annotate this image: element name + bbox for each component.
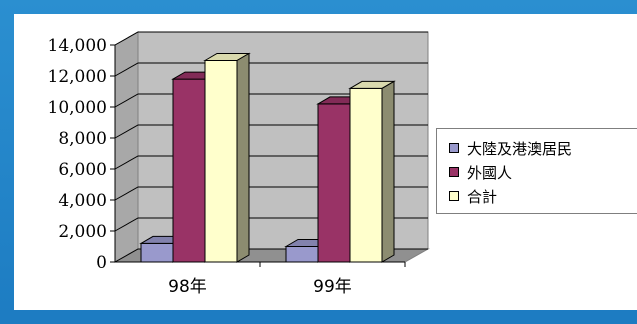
y-axis-ticks: 0 2,000 4,000 6,000 8,000 10,000 12,000 14,000 [48, 36, 405, 273]
bar-front [285, 246, 319, 263]
legend-item: 外國人 [449, 161, 512, 183]
y-tick-label: 2,000 [58, 222, 107, 242]
bar-front [204, 60, 238, 263]
x-category-label: 99年 [313, 277, 352, 297]
gridline [114, 62, 428, 77]
bar-front [317, 103, 351, 263]
legend-label: 合計 [467, 187, 498, 206]
y-tick-label: 4,000 [58, 191, 107, 211]
gridline [114, 93, 428, 108]
bar-front [140, 242, 174, 263]
y-tick-label: 0 [96, 253, 107, 273]
legend-label: 外國人 [467, 163, 513, 182]
bar-front [172, 78, 206, 263]
y-tick-label: 14,000 [48, 36, 107, 56]
legend-swatch [449, 167, 459, 177]
gridline [114, 31, 428, 46]
legend-item: 大陸及港澳居民 [449, 137, 572, 159]
legend-swatch [449, 191, 459, 201]
legend: 大陸及港澳居民 外國人 合計 [436, 128, 637, 214]
legend-swatch [449, 143, 459, 153]
bar-side [236, 52, 250, 263]
legend-item: 合計 [449, 185, 497, 207]
bars [139, 52, 396, 263]
bar [203, 52, 251, 263]
bar-front [349, 87, 383, 263]
y-tick-label: 6,000 [58, 160, 107, 180]
y-tick-label: 10,000 [48, 98, 107, 118]
y-tick-label: 12,000 [48, 67, 107, 87]
bottom-strip [0, 310, 637, 324]
bar-side [381, 80, 395, 263]
legend-label: 大陸及港澳居民 [467, 139, 573, 158]
y-tick-label: 8,000 [58, 129, 107, 149]
bar [348, 80, 396, 263]
x-axis-categories: 98年 99年 [168, 262, 406, 297]
side-wall [114, 31, 139, 263]
x-category-label: 98年 [168, 277, 207, 297]
